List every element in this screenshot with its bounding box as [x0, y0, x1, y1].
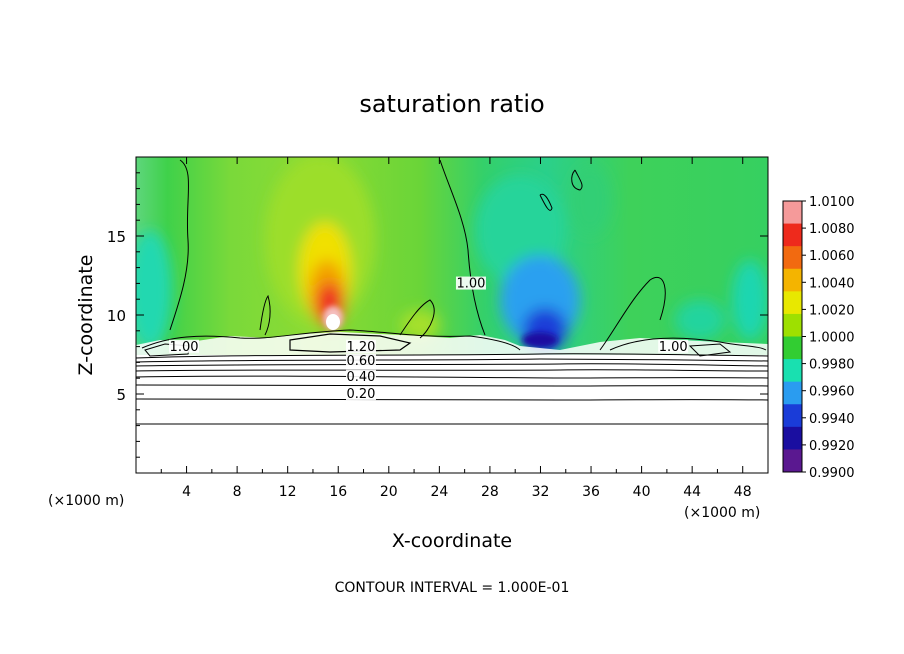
colorbar-swatch [783, 426, 802, 450]
x-tick-label: 16 [329, 484, 347, 500]
colorbar-swatch [783, 336, 802, 360]
contour-label: 0.40 [347, 370, 376, 385]
contour-label: 1.00 [659, 340, 688, 355]
colorbar-label: 1.0020 [809, 303, 855, 318]
colorbar-label: 0.9980 [809, 358, 855, 373]
y-tick-label: 10 [107, 307, 126, 325]
x-tick-label: 8 [233, 484, 242, 500]
contour-label-bg [345, 369, 376, 383]
y-axis-label: Z-coordinate [75, 255, 97, 376]
colorbar-swatch [783, 313, 802, 337]
contour-label: 1.00 [456, 277, 485, 292]
colorbar-swatch [783, 246, 802, 270]
x-tick-label: 24 [430, 484, 448, 500]
colorbar-label: 0.9960 [809, 385, 855, 400]
x-tick-label: 40 [633, 484, 651, 500]
contour-label: 1.20 [347, 340, 376, 355]
colorbar-label: 1.0040 [809, 276, 855, 291]
x-tick-label: 32 [532, 484, 550, 500]
plot-area: 1.00 1.00 1.00 1.200.600.40 0.20 [136, 157, 768, 473]
colorbar-label: 0.9920 [809, 439, 855, 454]
x-tick-label: 44 [683, 484, 701, 500]
contour-label-bg [345, 387, 376, 401]
x-tick-label: 4 [182, 484, 191, 500]
contour-label-bg [345, 353, 376, 367]
x-tick-label: 12 [279, 484, 297, 500]
chart-title: saturation ratio [359, 90, 544, 118]
colorbar-swatch [783, 291, 802, 315]
colorbar-swatch [783, 449, 802, 473]
contour-label: 0.60 [347, 354, 376, 369]
x-tick-label: 28 [481, 484, 499, 500]
colorbar-swatch [783, 381, 802, 405]
colorbar-label: 0.9940 [809, 412, 855, 427]
contour-label-bg [455, 276, 486, 290]
x-unit-right: (×1000 m) [684, 505, 760, 521]
x-tick-label: 20 [380, 484, 398, 500]
colorbar-label: 1.0080 [809, 222, 855, 237]
y-tick-label: 5 [116, 386, 126, 404]
contour-label-bg [658, 339, 689, 353]
contour-interval-note: CONTOUR INTERVAL = 1.000E-01 [335, 580, 570, 596]
x-tick-label: 48 [734, 484, 752, 500]
x-axis-label: X-coordinate [392, 530, 512, 552]
colorbar-swatch [783, 404, 802, 428]
colorbar-swatch [783, 268, 802, 292]
contour-label-bg [169, 339, 200, 353]
x-axis: 4 8 12 16 20 24 28 32 36 40 44 48 [160, 157, 752, 500]
colorbar-label: 0.9900 [809, 466, 855, 481]
colorbar-label: 1.0100 [809, 195, 855, 210]
colorbar-label: 1.0000 [809, 331, 855, 346]
contour-label-bg [345, 339, 376, 353]
colorbar: 1.0100 1.0080 1.0060 1.0040 1.0020 1.0000 0.99… [782, 195, 855, 481]
x-tick-label: 36 [582, 484, 600, 500]
colorbar-swatch [783, 223, 802, 247]
contour-label: 1.00 [170, 340, 199, 355]
x-unit-left: (×1000 m) [48, 493, 124, 509]
colorbar-swatch [783, 359, 802, 383]
y-tick-label: 15 [107, 228, 126, 246]
contour-label: 0.20 [347, 387, 376, 402]
colorbar-label: 1.0060 [809, 249, 855, 264]
colorbar-swatch [783, 201, 802, 225]
y-axis: 5 10 15 [107, 172, 768, 458]
